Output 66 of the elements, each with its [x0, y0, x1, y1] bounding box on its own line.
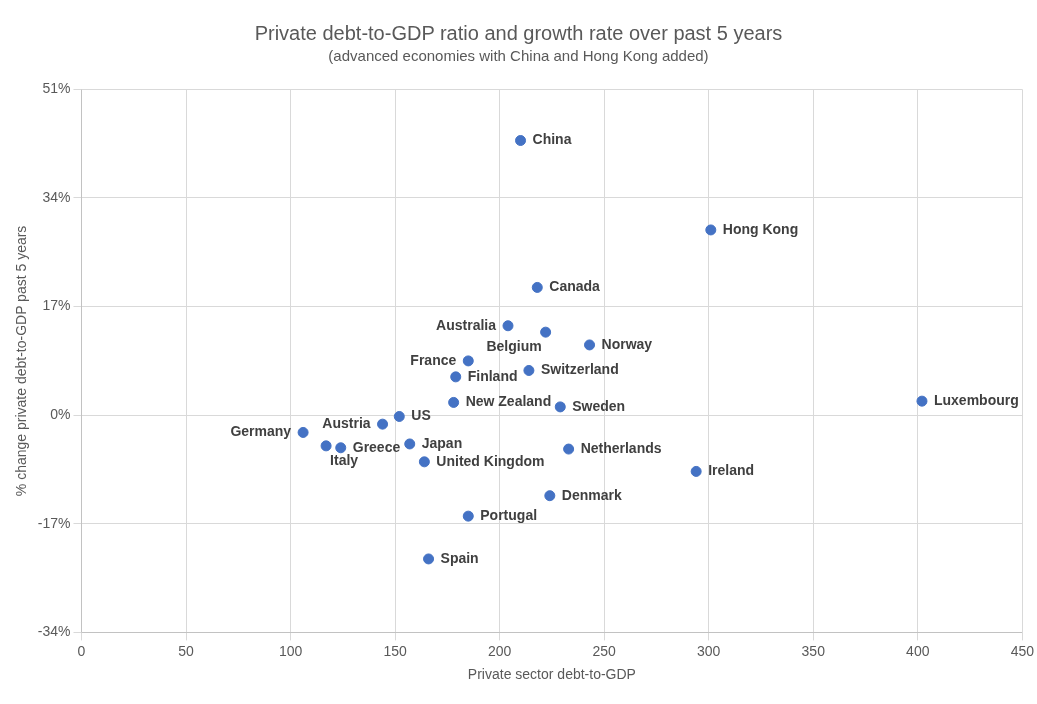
annotation: Finland	[467, 367, 518, 384]
x-tick-label: 50	[178, 642, 195, 659]
point	[320, 440, 332, 452]
point	[462, 510, 474, 522]
annotation: Norway	[601, 335, 653, 352]
y-tick-label: 34%	[42, 188, 71, 205]
annotation: Australia	[436, 316, 497, 333]
point	[540, 326, 552, 338]
annotation: Canada	[549, 278, 601, 295]
point	[404, 438, 416, 450]
point	[423, 553, 435, 565]
point	[418, 456, 430, 468]
annotation: Austria	[322, 415, 371, 431]
annotation: Japan	[421, 434, 463, 451]
annotation: United Kingdom	[436, 452, 545, 469]
point	[450, 371, 462, 383]
y-tick-label: -17%	[37, 514, 71, 531]
point	[515, 135, 527, 147]
point	[502, 320, 514, 332]
y-axis-title: % change private debt-to-GDP past 5 years	[13, 225, 30, 497]
point	[335, 442, 347, 454]
point	[393, 410, 405, 422]
point	[705, 224, 717, 236]
point	[554, 401, 566, 413]
x-tick-label: 150	[383, 642, 407, 659]
x-tick-label: 100	[278, 642, 303, 659]
point	[377, 418, 389, 430]
point	[523, 364, 535, 376]
x-tick-label: 450	[1010, 642, 1035, 659]
x-tick-label: 300	[697, 642, 721, 659]
y-tick-label: -34%	[37, 623, 71, 640]
x-tick-label: 0	[77, 642, 86, 659]
annotation: Portugal	[480, 506, 538, 523]
annotation: Ireland	[708, 462, 755, 479]
point	[690, 465, 702, 477]
y-tick-label: 0%	[50, 406, 71, 423]
point	[448, 396, 460, 408]
chart-subtitle: (advanced economies with China and Hong Kong added)	[327, 47, 710, 64]
point	[916, 395, 928, 407]
x-axis-title: Private sector debt-to-GDP	[467, 666, 636, 683]
annotation: Luxembourg	[933, 392, 1019, 409]
x-tick-label: 250	[592, 642, 617, 659]
point	[544, 490, 556, 502]
annotation: Belgium	[486, 338, 542, 355]
point	[584, 339, 596, 351]
annotation: Switzerland	[540, 361, 619, 378]
point	[462, 355, 474, 367]
annotation: France	[410, 351, 457, 368]
x-tick-label: 200	[487, 642, 512, 659]
point	[531, 281, 543, 293]
annotation: Germany	[230, 423, 292, 440]
annotation: China	[532, 131, 572, 148]
y-tick-label: 51%	[42, 80, 71, 97]
annotation: US	[411, 407, 431, 424]
annotation: New Zealand	[465, 393, 552, 410]
annotation: Netherlands	[580, 439, 662, 456]
x-tick-label: 350	[801, 642, 826, 659]
x-tick-label: 400	[906, 642, 930, 659]
annotation: Sweden	[572, 397, 626, 414]
point	[297, 426, 309, 438]
annotation: Hong Kong	[722, 220, 799, 237]
annotation: Spain	[440, 549, 479, 566]
chart-title: Private debt-to-GDP ratio and growth rate over past 5 years	[253, 22, 784, 45]
annotation: Denmark	[561, 486, 622, 503]
y-tick-label: 17%	[42, 297, 71, 314]
point	[563, 443, 575, 455]
